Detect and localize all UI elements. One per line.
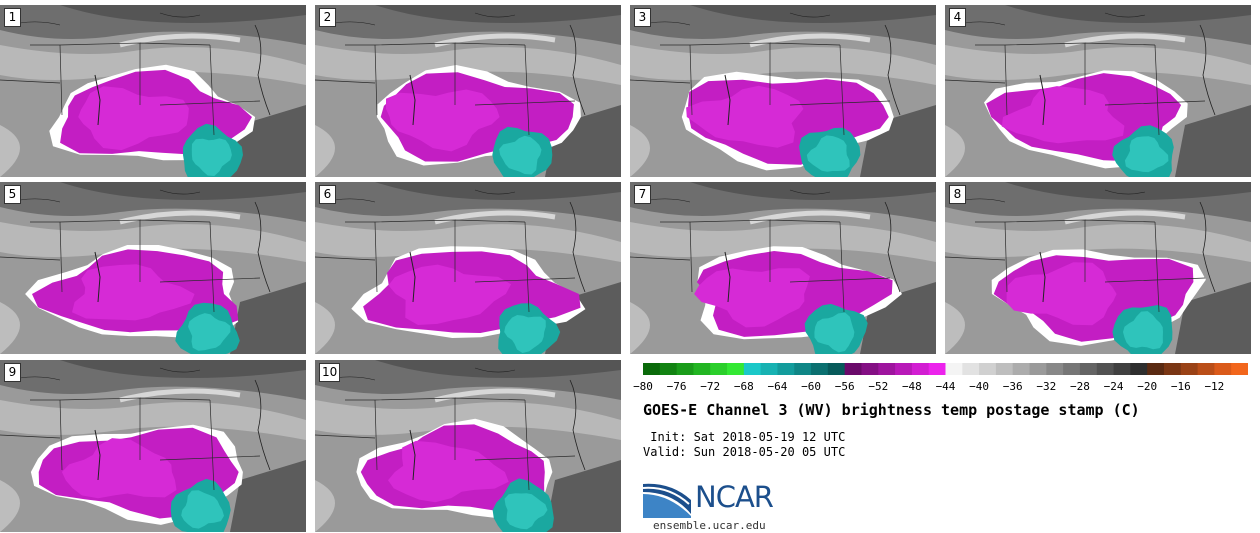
init-time: Init: Sat 2018-05-19 12 UTC xyxy=(643,430,846,444)
brightness-temp-map xyxy=(0,5,306,177)
colorbar-tick-label: −44 xyxy=(935,380,956,393)
postage-stamp-panel: 2 xyxy=(315,5,621,177)
colorbar-swatch xyxy=(844,363,862,375)
panel-number: 3 xyxy=(634,8,651,27)
colorbar-tick-label: −72 xyxy=(700,380,721,393)
panel-number: 9 xyxy=(4,363,21,382)
colorbar-tick-label: −80 xyxy=(633,380,653,393)
colorbar-swatch xyxy=(1046,363,1064,375)
colorbar-swatch xyxy=(1113,363,1131,375)
panel-number: 5 xyxy=(4,185,21,204)
colorbar-swatch xyxy=(1214,363,1232,375)
brightness-temp-map xyxy=(945,182,1251,354)
chart-title: GOES-E Channel 3 (WV) brightness temp po… xyxy=(643,401,1140,419)
colorbar-swatch xyxy=(928,363,946,375)
postage-stamp-panel: 10 xyxy=(315,360,621,532)
colorbar-swatch xyxy=(659,363,678,375)
brightness-temp-map xyxy=(315,5,621,177)
ncar-swoosh-icon xyxy=(642,483,691,518)
brightness-temp-map xyxy=(0,182,306,354)
site-url[interactable]: ensemble.ucar.edu xyxy=(653,519,766,532)
postage-stamp-panel: 5 xyxy=(0,182,306,354)
colorbar-tick-label: −68 xyxy=(733,380,754,393)
brightness-temp-map xyxy=(0,360,306,532)
postage-stamp-panel: 1 xyxy=(0,5,306,177)
colorbar-swatch xyxy=(995,363,1014,375)
postage-stamp-panel: 4 xyxy=(945,5,1251,177)
postage-stamp-panel: 9 xyxy=(0,360,306,532)
colorbar-tick-label: −64 xyxy=(767,380,788,393)
colorbar-swatch xyxy=(979,363,997,375)
panel-number: 2 xyxy=(319,8,336,27)
colorbar-swatch xyxy=(643,363,661,375)
panel-number: 7 xyxy=(634,185,651,204)
colorbar-swatch xyxy=(811,363,829,375)
colorbar-swatch xyxy=(1012,363,1031,375)
colorbar-tick-label: −36 xyxy=(1002,380,1023,393)
colorbar-swatch xyxy=(1130,363,1148,375)
colorbar-swatch xyxy=(895,363,913,375)
panel-number: 1 xyxy=(4,8,21,27)
colorbar-tick-label: −16 xyxy=(1170,380,1191,393)
colorbar-swatch xyxy=(861,363,879,375)
colorbar-swatch xyxy=(962,363,980,375)
colorbar-swatch xyxy=(878,363,896,375)
colorbar-swatch xyxy=(945,363,963,375)
ncar-logo-text: NCAR xyxy=(695,480,774,514)
colorbar-swatch xyxy=(727,363,745,375)
colorbar-swatch xyxy=(1079,363,1098,375)
colorbar-tick-label: −28 xyxy=(1070,380,1090,393)
colorbar-swatch xyxy=(760,363,778,375)
colorbar-swatch xyxy=(777,363,795,375)
postage-stamp-panel: 8 xyxy=(945,182,1251,354)
colorbar-tick-label: −12 xyxy=(1204,380,1225,393)
colorbar-swatch xyxy=(1180,363,1199,375)
brightness-temp-map xyxy=(315,182,621,354)
colorbar-swatch xyxy=(676,363,694,375)
brightness-temp-map xyxy=(945,5,1251,177)
colorbar-swatch xyxy=(827,363,846,375)
colorbar-swatch xyxy=(911,363,930,375)
colorbar-swatch xyxy=(1096,363,1115,375)
colorbar-swatch xyxy=(1063,363,1081,375)
colorbar-swatch xyxy=(1231,363,1249,375)
colorbar-tick-label: −20 xyxy=(1137,380,1158,393)
postage-stamp-panel: 6 xyxy=(315,182,621,354)
colorbar-tick-label: −76 xyxy=(666,380,687,393)
ncar-logo[interactable]: NCAR xyxy=(642,478,803,518)
colorbar-tick-label: −52 xyxy=(868,380,889,393)
valid-time: Valid: Sun 2018-05-20 05 UTC xyxy=(643,445,846,459)
colorbar-swatch xyxy=(1029,363,1047,375)
panel-number: 4 xyxy=(949,8,966,27)
brightness-temp-map xyxy=(630,5,936,177)
colorbar-swatch xyxy=(1163,363,1182,375)
postage-stamp-panel: 3 xyxy=(630,5,936,177)
colorbar-swatch xyxy=(693,363,711,375)
panel-number: 10 xyxy=(319,363,341,382)
colorbar: −80 −76 −72 −68 −64 −60 −56 −52 −48 −44 −40 −36 −32−… xyxy=(633,362,1249,396)
colorbar-tick-label: −32 xyxy=(1036,380,1057,393)
colorbar-swatch xyxy=(1147,363,1165,375)
brightness-temp-map xyxy=(630,182,936,354)
panel-number: 8 xyxy=(949,185,966,204)
brightness-temp-map xyxy=(315,360,621,532)
colorbar-swatch xyxy=(1197,363,1215,375)
colorbar-swatch xyxy=(743,363,762,375)
colorbar-tick-label: −56 xyxy=(834,380,855,393)
colorbar-tick-label: −24 xyxy=(1103,380,1124,393)
colorbar-swatches xyxy=(643,363,1249,375)
colorbar-swatch xyxy=(794,363,812,375)
panel-number: 6 xyxy=(319,185,336,204)
postage-stamp-panel: 7 xyxy=(630,182,936,354)
colorbar-tick-label: −40 xyxy=(969,380,990,393)
colorbar-tick-label: −48 xyxy=(901,380,922,393)
colorbar-tick-label: −60 xyxy=(801,380,821,393)
colorbar-swatch xyxy=(710,363,728,375)
